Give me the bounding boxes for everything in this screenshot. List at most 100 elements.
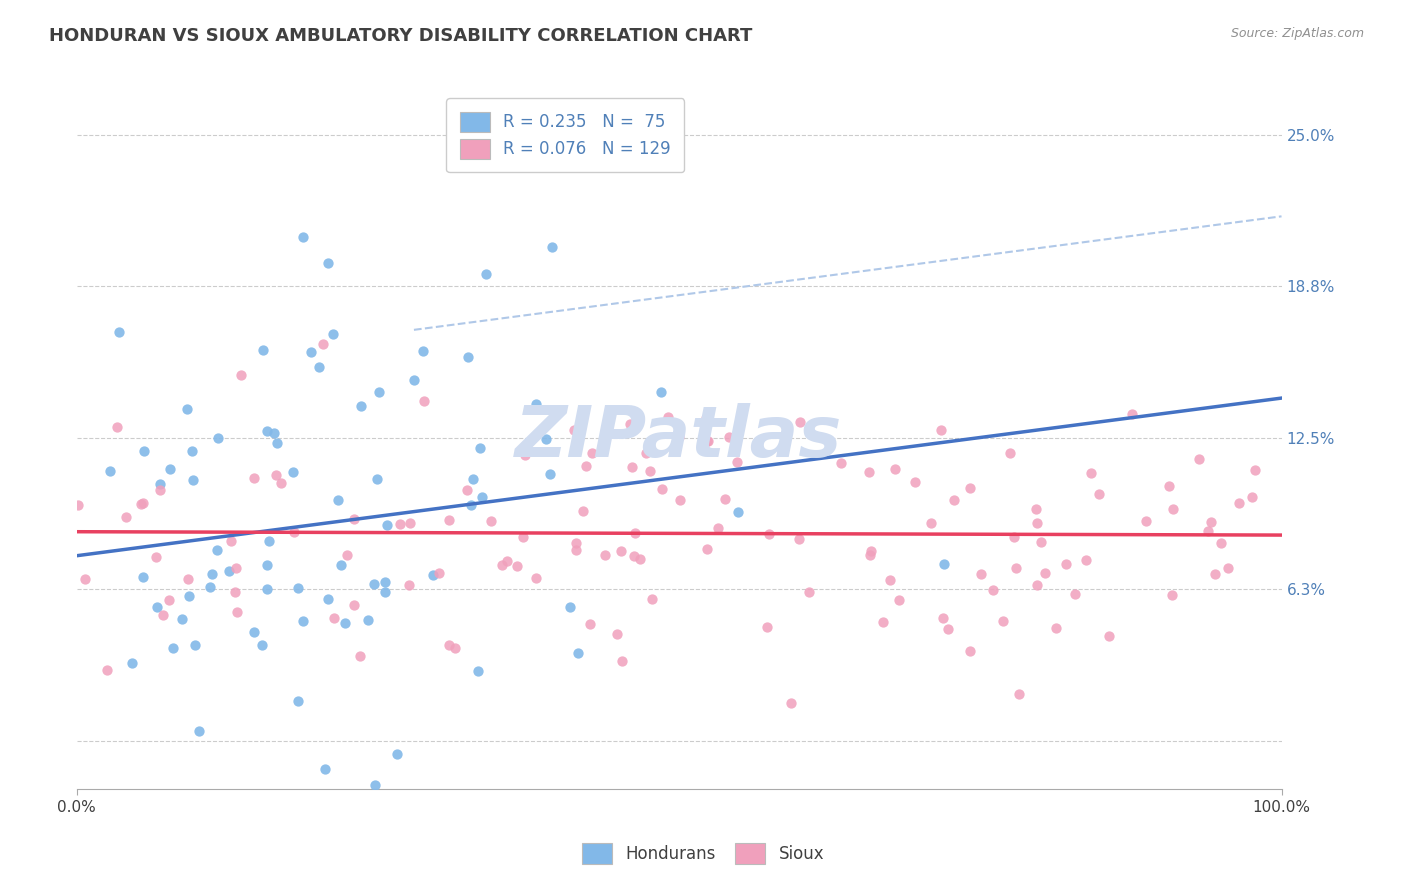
Point xyxy=(1188,452,1211,467)
Point xyxy=(159,462,181,476)
Point xyxy=(1029,534,1052,549)
Point xyxy=(149,477,172,491)
Point xyxy=(270,476,292,491)
Point xyxy=(695,411,717,425)
Point xyxy=(200,566,222,581)
Point xyxy=(538,467,561,481)
Point xyxy=(180,443,202,458)
Text: Source: ZipAtlas.com: Source: ZipAtlas.com xyxy=(1230,27,1364,40)
Point xyxy=(188,723,211,738)
Point xyxy=(1216,561,1239,575)
Point xyxy=(398,516,420,531)
Point xyxy=(1025,502,1047,516)
Point xyxy=(515,448,537,462)
Point xyxy=(219,534,242,549)
Point xyxy=(991,614,1014,628)
Point xyxy=(224,819,246,833)
Point xyxy=(177,572,200,586)
Point xyxy=(524,571,547,585)
Point xyxy=(565,536,588,550)
Point xyxy=(779,696,801,710)
Point xyxy=(1161,502,1184,516)
Point xyxy=(628,552,651,566)
Point xyxy=(385,747,408,761)
Point xyxy=(375,518,398,533)
Point xyxy=(283,524,305,539)
Point xyxy=(218,564,240,578)
Point xyxy=(789,415,811,429)
Point xyxy=(727,455,749,469)
Point xyxy=(727,505,749,519)
Point xyxy=(335,548,357,562)
Point xyxy=(252,343,274,357)
Point xyxy=(257,533,280,548)
Point xyxy=(389,516,412,531)
Point xyxy=(758,527,780,541)
Point xyxy=(581,445,603,459)
Point xyxy=(152,607,174,622)
Point xyxy=(491,558,513,573)
Point xyxy=(366,472,388,486)
Point xyxy=(343,512,366,526)
Point xyxy=(579,616,602,631)
Point xyxy=(412,393,434,408)
Point xyxy=(959,481,981,495)
Point xyxy=(357,613,380,627)
Point xyxy=(904,475,927,489)
Point xyxy=(1000,446,1022,460)
Point xyxy=(884,461,907,475)
Point xyxy=(329,558,352,572)
Point xyxy=(132,444,155,458)
Point xyxy=(316,592,339,607)
Point xyxy=(567,646,589,660)
Point xyxy=(755,620,778,634)
Point xyxy=(460,498,482,512)
Point xyxy=(427,566,450,580)
Point xyxy=(1135,514,1157,528)
Point xyxy=(326,493,349,508)
Point xyxy=(650,385,672,400)
Point xyxy=(1088,487,1111,501)
Text: HONDURAN VS SIOUX AMBULATORY DISABILITY CORRELATION CHART: HONDURAN VS SIOUX AMBULATORY DISABILITY … xyxy=(49,27,752,45)
Point xyxy=(364,778,387,792)
Point xyxy=(1121,407,1143,421)
Point xyxy=(932,611,955,625)
Point xyxy=(1240,490,1263,504)
Point xyxy=(312,337,335,351)
Point xyxy=(859,548,882,562)
Point xyxy=(224,585,246,599)
Point xyxy=(266,435,288,450)
Point xyxy=(1025,516,1047,530)
Point xyxy=(574,458,596,473)
Point xyxy=(475,267,498,281)
Point xyxy=(367,384,389,399)
Point xyxy=(1197,524,1219,538)
Point xyxy=(524,397,547,411)
Point xyxy=(641,591,664,606)
Point xyxy=(456,483,478,497)
Point xyxy=(697,434,720,448)
Point xyxy=(231,368,253,382)
Point xyxy=(634,446,657,460)
Point xyxy=(889,593,911,607)
Point xyxy=(437,513,460,527)
Point xyxy=(920,516,942,531)
Point xyxy=(830,456,852,470)
Point xyxy=(506,559,529,574)
Point xyxy=(308,359,330,374)
Point xyxy=(343,599,366,613)
Point xyxy=(129,497,152,511)
Point xyxy=(479,514,502,528)
Point xyxy=(612,654,634,668)
Point xyxy=(398,578,420,592)
Point xyxy=(1002,530,1025,544)
Point xyxy=(970,567,993,582)
Point xyxy=(256,582,278,596)
Point xyxy=(540,240,562,254)
Point xyxy=(463,472,485,486)
Point xyxy=(981,582,1004,597)
Point xyxy=(291,230,314,244)
Point xyxy=(797,585,820,599)
Point xyxy=(363,576,385,591)
Point xyxy=(350,400,373,414)
